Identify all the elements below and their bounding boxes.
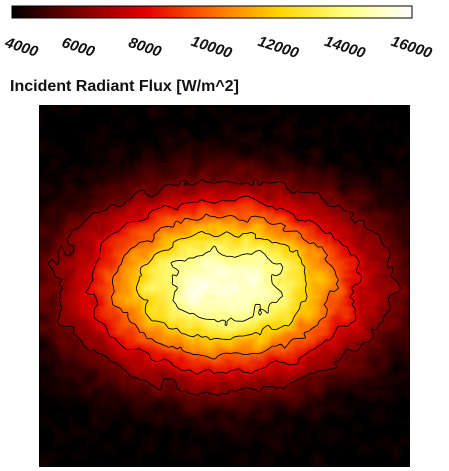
colorbar-gradient xyxy=(11,5,413,19)
colorbar-tick-label: 12000 xyxy=(256,33,302,62)
colorbar-tick-label: 10000 xyxy=(189,33,235,62)
colorbar-tick-labels: 4000 6000 8000 10000 12000 14000 16000 xyxy=(2,33,435,62)
contour-line xyxy=(47,178,402,396)
contour-overlay xyxy=(47,178,402,396)
colorbar-tick-label: 6000 xyxy=(60,34,98,61)
heatmap-field xyxy=(40,106,409,466)
contour-line xyxy=(85,195,362,375)
heatmap-plot xyxy=(39,105,410,467)
colorbar-tick-label: 14000 xyxy=(322,33,368,62)
contour-line xyxy=(111,213,339,360)
colorbar-tick-label: 4000 xyxy=(2,34,41,61)
chart-title: Incident Radiant Flux [W/m^2] xyxy=(10,78,239,95)
contour-line xyxy=(135,230,308,341)
colorbar: 4000 6000 8000 10000 12000 14000 16000 xyxy=(2,5,435,62)
colorbar-tick-label: 8000 xyxy=(126,34,164,61)
colorbar-tick-label: 16000 xyxy=(389,33,435,62)
contour-line xyxy=(170,245,284,326)
